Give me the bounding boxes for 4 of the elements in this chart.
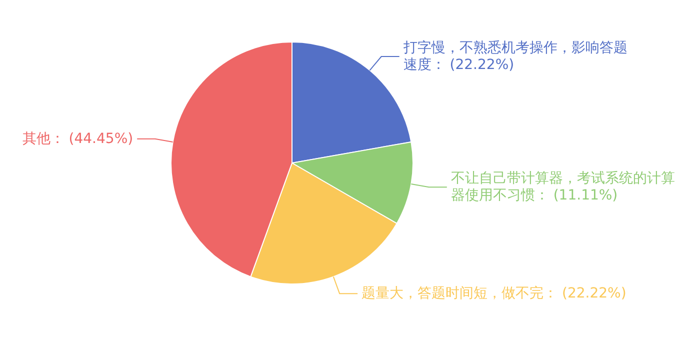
slice-label: 题量大，答题时间短，做不完： (22.22%) (362, 285, 626, 302)
slice-label: 其他： (44.45%) (22, 130, 134, 147)
slice-label: 不让自己带计算器，考试系统的计算器使用不习惯： (11.11%) (450, 170, 675, 204)
slice-label: 打字慢，不熟悉机考操作，影响答题速度： (22.22%) (402, 40, 628, 73)
